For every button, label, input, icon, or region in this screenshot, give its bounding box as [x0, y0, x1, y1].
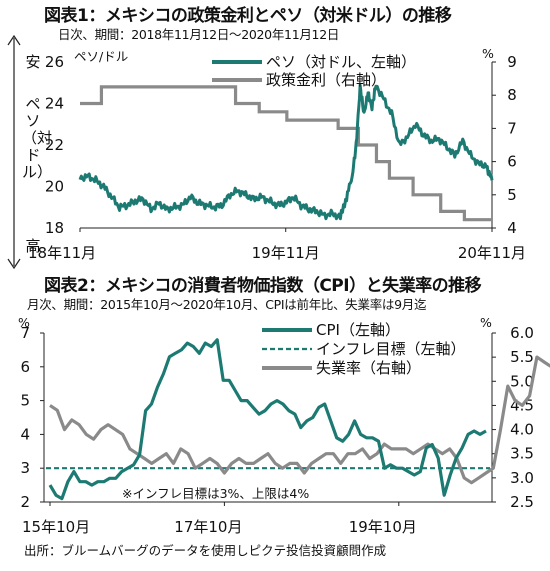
chart2-left-unit: %: [18, 315, 30, 330]
source-note: 出所：ブルームバーグのデータを使用しピクテ投信投資顧問作成: [24, 543, 387, 558]
chart1-y-right-tick-1: 5: [507, 186, 517, 204]
chart2-series-cpi: [48, 338, 487, 501]
chart1-y-right-tick-2: 6: [507, 153, 517, 171]
chart2-series-unemployment: [49, 355, 550, 485]
chart2-y-left-tick-3: 5: [20, 392, 30, 410]
chart2-y-left-tick-0: 2: [20, 493, 30, 511]
chart2-y-left-tick-2: 4: [20, 425, 30, 443]
chart2-y-right-tick-0: 2.5: [510, 493, 534, 511]
chart1-y-right-tick-3: 7: [507, 119, 517, 137]
chart1-side-arrow: [7, 34, 21, 270]
chart2-x-tick-1: 17年10月: [174, 518, 242, 536]
chart1-side-label-top: 安: [22, 54, 44, 71]
chart1-title: 図表1：メキシコの政策金利とペソ（対米ドル）の推移: [44, 6, 452, 26]
chart1-side-label-bottom: 高: [22, 238, 44, 255]
chart1-y-right-tick-4: 8: [507, 86, 517, 104]
chart1-right-unit: %: [482, 46, 494, 61]
chart2-y-left-tick-5: 7: [20, 324, 30, 342]
chart2-y-right-tick-2: 3.5: [510, 445, 534, 463]
chart2-right-unit: %: [480, 315, 492, 330]
chart2-subtitle: 月次、期間：2015年10月～2020年10月、CPIは前年比、失業率は9月迄: [27, 297, 427, 312]
chart2-legend-target-label: インフレ目標（左軸）: [316, 340, 466, 358]
chart1-left-unit: ペソ/ドル: [74, 49, 129, 64]
chart2-y-right-tick-7: 6.0: [510, 324, 534, 342]
chart1-side-label-mid: ペソ（対ドル）: [22, 95, 53, 181]
chart2-title: 図表2：メキシコの消費者物価指数（CPI）と失業率の推移: [44, 276, 482, 296]
chart1-plot: 18 20 22 24 26 4 5 6 7 8 9 18年11月 19年11月 20年11月 ペソ（対ドル…: [28, 53, 526, 262]
chart2-legend-unemployment-label: 失業率（右軸）: [316, 359, 421, 377]
chart1-y-left-tick-0: 18: [45, 219, 64, 237]
chart1-series-peso: [78, 83, 494, 221]
chart2-y-left-tick-1: 3: [20, 459, 30, 477]
chart1-y-left-tick-3: 24: [45, 95, 64, 113]
chart2-y-left-tick-4: 6: [20, 358, 30, 376]
chart1-x-tick-0: 18年11月: [28, 244, 96, 262]
chart2-x-tick-0: 15年10月: [22, 518, 90, 536]
chart2-y-right-tick-5: 5.0: [510, 372, 534, 390]
chart1-legend-peso-label: ペソ（対ドル、左軸）: [266, 53, 416, 71]
chart2-y-right-tick-3: 4.0: [510, 421, 534, 439]
chart1-y-right-tick-0: 4: [507, 219, 517, 237]
chart1-x-tick-1: 19年11月: [252, 244, 320, 262]
chart2-legend-cpi-label: CPI（左軸）: [316, 321, 400, 339]
chart1-y-right-tick-5: 9: [507, 53, 517, 71]
chart1-y-left-tick-4: 26: [45, 53, 64, 71]
chart1-legend-rate-label: 政策金利（右軸）: [266, 71, 386, 89]
chart2-x-tick-2: 19年10月: [349, 518, 417, 536]
chart2-y-right-tick-1: 3.0: [510, 469, 534, 487]
chart2-note: ※インフレ目標は3%、上限は4%: [122, 486, 310, 501]
chart2-y-right-tick-6: 5.5: [510, 348, 534, 366]
chart1-y-left-tick-1: 20: [45, 178, 64, 196]
chart1-subtitle: 日次、期間：2018年11月12日～2020年11月12日: [58, 27, 340, 42]
chart1-x-tick-2: 20年11月: [458, 244, 526, 262]
chart1-y-left-tick-2: 22: [45, 136, 64, 154]
